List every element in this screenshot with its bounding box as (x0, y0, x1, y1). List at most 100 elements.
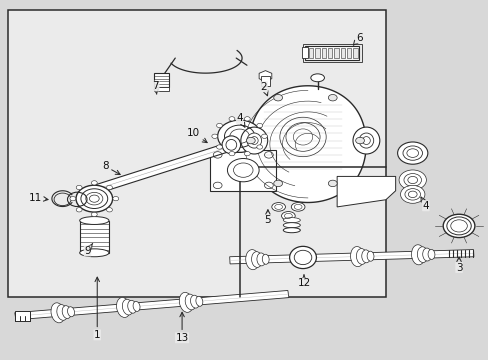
Polygon shape (15, 291, 288, 320)
Ellipse shape (196, 296, 203, 306)
Circle shape (256, 145, 262, 149)
Ellipse shape (76, 185, 112, 212)
Bar (346, 48, 350, 58)
Circle shape (256, 123, 262, 128)
Ellipse shape (362, 136, 369, 144)
Bar (352, 48, 357, 58)
Text: 4: 4 (236, 113, 244, 127)
Circle shape (261, 134, 267, 138)
Circle shape (244, 117, 250, 121)
Text: 5: 5 (264, 210, 271, 225)
Ellipse shape (127, 300, 136, 313)
Ellipse shape (217, 120, 261, 152)
Text: 13: 13 (175, 312, 188, 343)
Bar (154, 73, 169, 87)
Circle shape (106, 185, 112, 190)
Ellipse shape (80, 217, 109, 225)
Ellipse shape (397, 142, 427, 164)
Circle shape (400, 185, 424, 203)
Polygon shape (15, 311, 30, 320)
Circle shape (244, 152, 250, 156)
Text: 9: 9 (84, 243, 93, 256)
Ellipse shape (251, 252, 262, 267)
Circle shape (70, 197, 76, 201)
Text: 6: 6 (353, 33, 362, 45)
Circle shape (91, 181, 97, 185)
Bar (303, 44, 361, 62)
Circle shape (113, 197, 119, 201)
Ellipse shape (352, 127, 379, 154)
Circle shape (228, 117, 234, 121)
Ellipse shape (291, 203, 305, 211)
Circle shape (398, 170, 426, 190)
Ellipse shape (256, 253, 265, 266)
Circle shape (211, 134, 217, 138)
Ellipse shape (356, 248, 366, 264)
Circle shape (106, 208, 112, 212)
Ellipse shape (361, 250, 370, 263)
Ellipse shape (222, 136, 240, 154)
Circle shape (228, 152, 234, 156)
Ellipse shape (283, 218, 300, 223)
Circle shape (76, 208, 82, 212)
Ellipse shape (289, 246, 316, 269)
Text: 8: 8 (102, 161, 120, 175)
Bar (327, 48, 331, 58)
Ellipse shape (67, 307, 74, 317)
Ellipse shape (62, 306, 71, 319)
Circle shape (273, 94, 282, 101)
Circle shape (91, 212, 97, 217)
Ellipse shape (422, 248, 430, 261)
Ellipse shape (416, 247, 427, 262)
Bar (308, 48, 313, 58)
Ellipse shape (310, 74, 324, 82)
Ellipse shape (262, 254, 268, 264)
Polygon shape (229, 249, 473, 264)
Ellipse shape (427, 249, 434, 260)
Ellipse shape (283, 223, 300, 228)
Ellipse shape (281, 212, 295, 220)
Circle shape (328, 94, 336, 101)
Text: 11: 11 (29, 193, 48, 203)
Polygon shape (336, 176, 395, 207)
Ellipse shape (57, 305, 68, 320)
Bar (340, 48, 344, 58)
Text: 1: 1 (94, 277, 101, 340)
Circle shape (76, 185, 82, 190)
Ellipse shape (133, 301, 140, 311)
Ellipse shape (366, 251, 373, 261)
Ellipse shape (51, 303, 65, 323)
Polygon shape (249, 86, 366, 203)
Ellipse shape (283, 228, 300, 233)
Ellipse shape (245, 249, 259, 270)
Ellipse shape (250, 136, 258, 144)
Polygon shape (302, 47, 307, 58)
Text: 4: 4 (420, 197, 428, 211)
Ellipse shape (185, 294, 196, 310)
Ellipse shape (241, 127, 267, 154)
Ellipse shape (122, 299, 133, 315)
Bar (261, 76, 269, 86)
Bar (315, 48, 319, 58)
Circle shape (216, 123, 222, 128)
Ellipse shape (179, 292, 193, 312)
Ellipse shape (89, 195, 99, 202)
Circle shape (355, 137, 364, 144)
Bar (333, 48, 338, 58)
Ellipse shape (227, 158, 259, 182)
Circle shape (216, 145, 222, 149)
Text: 12: 12 (297, 275, 310, 288)
Bar (80, 221, 109, 253)
Circle shape (246, 137, 255, 144)
Ellipse shape (190, 295, 199, 308)
Ellipse shape (80, 249, 109, 257)
Circle shape (273, 180, 282, 186)
Bar (210, 149, 276, 191)
Ellipse shape (116, 297, 130, 318)
FancyBboxPatch shape (8, 10, 385, 297)
Ellipse shape (442, 214, 474, 238)
Text: 7: 7 (152, 81, 159, 94)
Ellipse shape (350, 247, 364, 267)
Ellipse shape (271, 203, 285, 211)
Text: 3: 3 (455, 257, 462, 273)
